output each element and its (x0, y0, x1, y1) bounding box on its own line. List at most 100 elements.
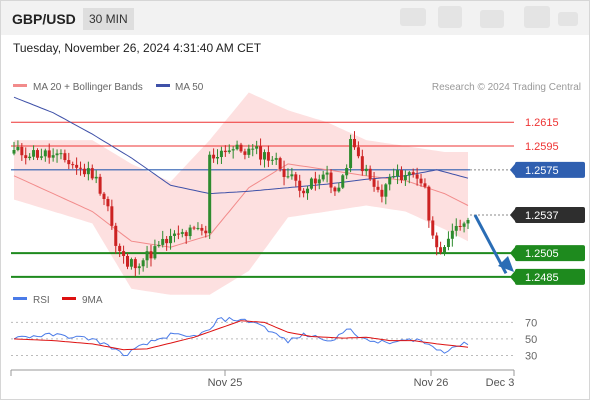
candle-body (227, 150, 231, 153)
rsi-line (13, 316, 469, 357)
candle-body (384, 184, 388, 197)
bollinger-legend-label: MA 20 + Bollinger Bands (33, 82, 143, 93)
candle-body (388, 176, 392, 185)
candle-body (223, 150, 227, 153)
timeframe-badge[interactable]: 30 MIN (83, 8, 134, 30)
candle-body (439, 247, 443, 253)
candle-body (266, 152, 270, 161)
candle-body (403, 175, 407, 181)
candle-body (63, 153, 67, 161)
rsi-ma-line (13, 320, 469, 351)
candle-body (353, 138, 356, 148)
x-tick-label-1: Nov 26 (414, 377, 449, 389)
rsi-legend-swatch (13, 297, 27, 300)
candle-body (192, 227, 196, 229)
candle-body (259, 146, 263, 160)
candle-body (392, 176, 396, 178)
bollinger-bands (14, 92, 468, 295)
candle-body (59, 153, 63, 155)
candle-body (419, 178, 423, 184)
resistance-2-label: 1.2615 (525, 117, 559, 129)
timestamp: Tuesday, November 26, 2024 4:31:40 AM CE… (13, 41, 262, 55)
forecast-arrowhead (498, 256, 514, 272)
candle-body (129, 259, 133, 267)
pivot-label-pointer (510, 163, 515, 176)
forecast-arrow (473, 214, 514, 275)
candle-body (24, 155, 28, 159)
candle-body (114, 225, 118, 246)
candle-body (216, 157, 220, 159)
candle-body (20, 146, 24, 156)
candle-body (325, 172, 329, 175)
candle-body (286, 176, 290, 178)
candle-body (176, 233, 180, 235)
candle-body (118, 245, 122, 252)
candle-body (149, 251, 153, 259)
candle-body (341, 175, 345, 188)
candle-body (55, 153, 59, 156)
symbol-title: GBP/USD (12, 11, 76, 27)
candle-body (270, 159, 274, 161)
candle-body (364, 168, 368, 172)
x-tick-label-0: Nov 25 (208, 377, 243, 389)
credit-label: Research © 2024 Trading Central (432, 82, 581, 93)
candle-body (153, 246, 157, 259)
candle-body (411, 172, 415, 175)
candle-body (262, 152, 266, 160)
candle-body (126, 255, 129, 267)
candle-body (255, 146, 259, 149)
candle-body (466, 219, 470, 224)
candle-body (79, 167, 83, 169)
candle-body (407, 172, 411, 176)
candle-body (35, 150, 39, 158)
candle-body (161, 238, 165, 245)
candle-body (423, 183, 427, 187)
candle-body (274, 158, 278, 160)
support-1-label-bg (515, 245, 585, 262)
candle-body (345, 167, 349, 176)
current-label-bg (515, 207, 585, 224)
current-label: 1.2537 (525, 210, 559, 222)
current-label-pointer (510, 209, 515, 222)
candle-body (67, 160, 71, 165)
candle-body (309, 178, 313, 189)
candle-body (454, 225, 458, 231)
candle-body (110, 206, 114, 226)
candle-body (102, 193, 106, 200)
candle-body (86, 168, 90, 175)
candle-body (212, 154, 216, 159)
candle-body (321, 174, 325, 180)
candle-body (329, 172, 333, 188)
rsi-ma-legend-swatch (62, 297, 76, 300)
candle-body (415, 174, 419, 179)
candle-body (32, 150, 36, 157)
candle-body (28, 156, 32, 159)
ma50-legend-swatch (156, 84, 170, 87)
candle-body (317, 179, 321, 184)
candle-body (337, 187, 341, 192)
rsi-panel: 70 50 30 (11, 316, 537, 362)
candle-body (137, 266, 141, 269)
resistance-1-label: 1.2595 (525, 141, 559, 153)
candle-body (431, 220, 435, 236)
support-2-label-pointer (510, 270, 515, 283)
candle-body (94, 176, 98, 179)
support-1-label: 1.2505 (525, 248, 559, 260)
candle-body (306, 188, 310, 194)
candle-body (349, 138, 353, 168)
candle-body (372, 179, 376, 187)
candle-body (71, 164, 75, 166)
candle-body (122, 251, 126, 256)
candle-body (278, 158, 282, 169)
ma50-legend-label: MA 50 (175, 82, 204, 93)
candle-body (157, 244, 161, 247)
candle-body (208, 154, 212, 234)
rsi-tick-30: 30 (525, 350, 537, 362)
rsi-tick-70: 70 (525, 317, 537, 329)
rsi-tick-50: 50 (525, 334, 537, 346)
candle-body (75, 164, 79, 168)
level-labels: 1.2615 1.2595 1.2575 1.2537 1.2505 1.2485 (510, 117, 585, 285)
candle-body (16, 146, 20, 151)
candle-body (141, 260, 145, 267)
support-2-label-bg (515, 268, 585, 285)
